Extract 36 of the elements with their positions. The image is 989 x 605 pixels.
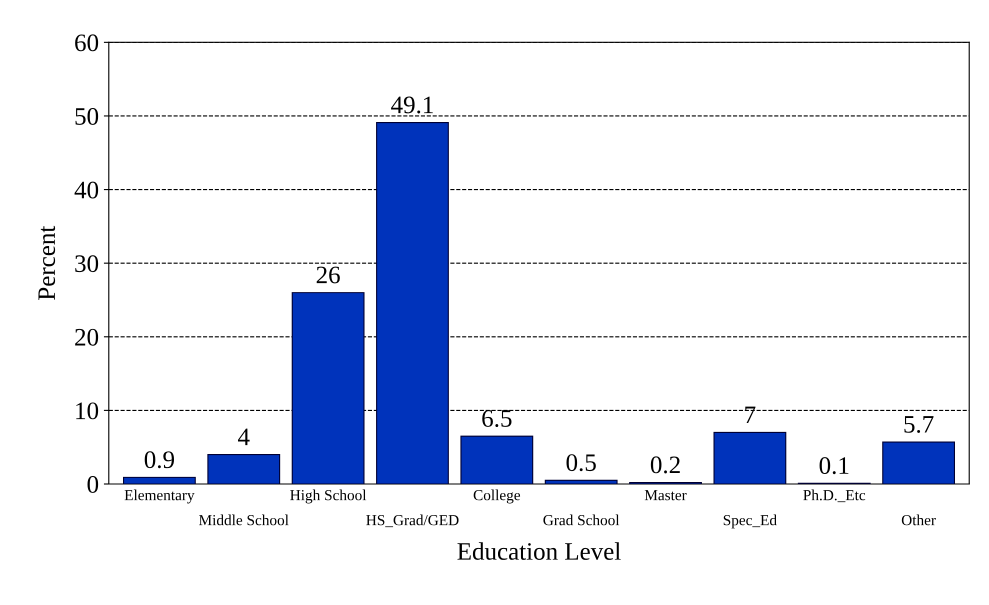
x-tick-label: Middle School [199, 514, 289, 526]
bar [292, 292, 365, 484]
data-label: 0.2 [650, 456, 680, 474]
x-axis-title: Education Level [457, 542, 621, 560]
y-tick-label: 60 [75, 34, 98, 52]
x-tick-label: Ph.D._Etc [803, 490, 866, 502]
data-label: 49.1 [391, 96, 433, 114]
x-tick-label: Master [644, 490, 687, 500]
x-tick-label: Other [902, 514, 936, 526]
data-label: 7 [745, 406, 756, 423]
y-tick-label: 30 [75, 255, 98, 272]
x-tick-label: College [474, 490, 520, 504]
data-label: 0.1 [820, 457, 848, 474]
x-tick-label: Grad School [543, 514, 620, 526]
bar [207, 454, 280, 484]
y-axis-title: Percent [38, 226, 56, 300]
bar [882, 441, 956, 484]
y-tick-label: 50 [76, 108, 98, 125]
bar [122, 476, 196, 484]
x-tick-label: Spec_Ed [724, 514, 777, 528]
x-tick-label: Elementary [124, 490, 195, 504]
bar [460, 436, 534, 484]
bar [544, 480, 618, 484]
y-tick-label: 40 [74, 182, 98, 198]
y-tick-label: 10 [76, 402, 98, 420]
bar [713, 432, 786, 484]
data-label: 26 [316, 266, 340, 284]
y-tick-label: 0 [88, 476, 98, 493]
data-label: 5.7 [904, 416, 934, 433]
y-tick-label: 20 [75, 328, 98, 346]
data-label: 0.5 [566, 454, 596, 472]
bar [376, 122, 449, 484]
x-tick-label: High School [290, 490, 366, 504]
data-label: 4 [238, 428, 250, 446]
x-tick-label: HS_Grad/GED [366, 514, 459, 528]
data-label: 0.9 [144, 451, 174, 468]
